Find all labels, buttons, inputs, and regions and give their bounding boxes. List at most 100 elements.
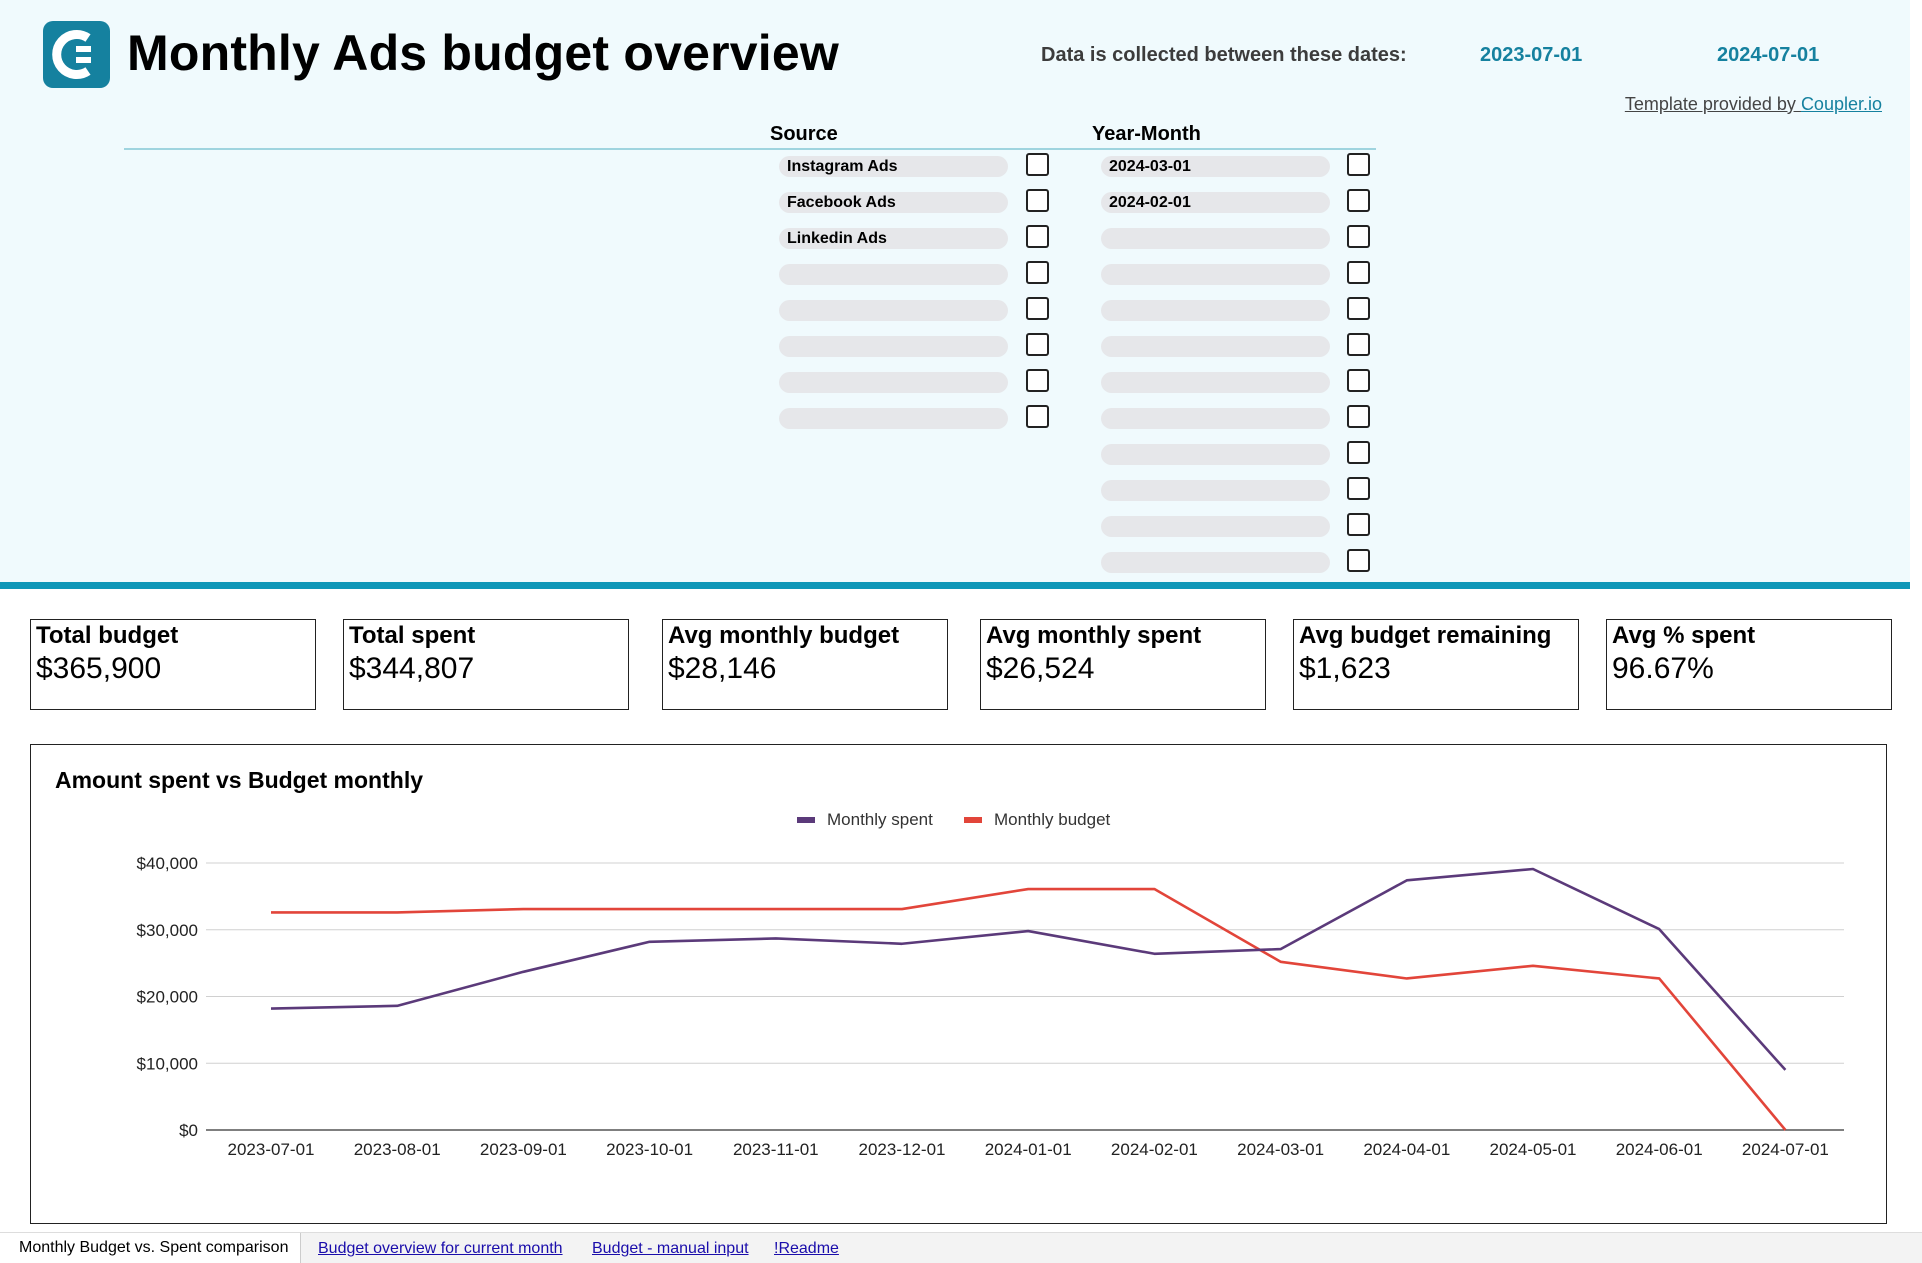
template-credit: Template provided by Coupler.io [1625, 94, 1882, 115]
x-tick-label: 2024-04-01 [1363, 1140, 1450, 1159]
source-filter-option[interactable]: Instagram Ads [779, 156, 1008, 177]
date-end[interactable]: 2024-07-01 [1717, 44, 1820, 66]
tab-budget-overview-current-month[interactable]: Budget overview for current month [318, 1240, 563, 1257]
monthly-budget-line [271, 887, 1787, 1131]
x-tick-label: 2024-06-01 [1616, 1140, 1703, 1159]
x-tick-label: 2023-12-01 [859, 1140, 946, 1159]
dates-label: Data is collected between these dates: [1041, 44, 1407, 66]
filter-header-panel [0, 0, 1910, 583]
metric-card: Avg budget remaining $1,623 [1293, 619, 1579, 710]
x-tick-label: 2024-01-01 [985, 1140, 1072, 1159]
x-tick-label: 2024-05-01 [1490, 1140, 1577, 1159]
y-tick-label: $20,000 [137, 988, 198, 1007]
source-filter-checkbox[interactable] [1026, 225, 1049, 248]
metric-label: Avg monthly spent [986, 622, 1202, 649]
legend-label-monthly-budget: Monthly budget [994, 810, 1111, 829]
year-month-filter-header: Year-Month [1092, 123, 1201, 145]
y-tick-label: $40,000 [137, 854, 198, 873]
metric-value: $28,146 [668, 652, 777, 685]
source-filter-option[interactable] [779, 408, 1008, 429]
source-filter-option[interactable]: Facebook Ads [779, 192, 1008, 213]
metric-label: Avg budget remaining [1299, 622, 1552, 649]
x-tick-label: 2023-09-01 [480, 1140, 567, 1159]
year-month-filter-checkbox[interactable] [1347, 261, 1370, 284]
year-month-filter-checkbox[interactable] [1347, 225, 1370, 248]
tab-budget-manual-input[interactable]: Budget - manual input [592, 1240, 749, 1257]
year-month-filter-option[interactable] [1101, 408, 1330, 429]
metric-value: $344,807 [349, 652, 475, 685]
monthly-spent-line [270, 867, 1787, 1071]
source-filter-checkbox[interactable] [1026, 189, 1049, 212]
date-start[interactable]: 2023-07-01 [1480, 44, 1583, 66]
metric-card: Total budget $365,900 [30, 619, 316, 710]
year-month-filter-option[interactable]: 2024-02-01 [1101, 192, 1330, 213]
year-month-filter-checkbox[interactable] [1347, 297, 1370, 320]
y-tick-label: $30,000 [137, 921, 198, 940]
source-filter-option[interactable] [779, 372, 1008, 393]
source-filter-checkbox[interactable] [1026, 297, 1049, 320]
page-title: Monthly Ads budget overview [127, 25, 839, 81]
legend-swatch-monthly-spent [797, 817, 815, 823]
year-month-filter-checkbox[interactable] [1347, 405, 1370, 428]
year-month-filter-option[interactable] [1101, 444, 1330, 465]
source-filter-checkbox[interactable] [1026, 261, 1049, 284]
x-tick-label: 2023-08-01 [354, 1140, 441, 1159]
source-filter-header: Source [770, 123, 838, 145]
source-filter-checkbox[interactable] [1026, 153, 1049, 176]
metric-card: Total spent $344,807 [343, 619, 629, 710]
source-filter-checkbox[interactable] [1026, 405, 1049, 428]
year-month-filter-option[interactable] [1101, 552, 1330, 573]
source-filter-option[interactable] [779, 336, 1008, 357]
y-tick-label: $10,000 [137, 1054, 198, 1073]
header-divider [0, 582, 1910, 589]
year-month-filter-option[interactable] [1101, 228, 1330, 249]
year-month-filter-checkbox[interactable] [1347, 189, 1370, 212]
sheet-tab-bar: Monthly Budget vs. Spent comparison Budg… [0, 1232, 1922, 1263]
year-month-filter-checkbox[interactable] [1347, 369, 1370, 392]
year-month-filter-option[interactable] [1101, 300, 1330, 321]
year-month-filter-checkbox[interactable] [1347, 441, 1370, 464]
x-tick-label: 2023-10-01 [606, 1140, 693, 1159]
source-filter-checkbox[interactable] [1026, 333, 1049, 356]
spent-vs-budget-chart: Amount spent vs Budget monthly $0 $10,000… [30, 744, 1887, 1224]
year-month-filter-option[interactable] [1101, 372, 1330, 393]
year-month-filter-option[interactable] [1101, 516, 1330, 537]
tab-readme[interactable]: !Readme [774, 1240, 839, 1257]
metric-value: 96.67% [1612, 652, 1714, 685]
source-filter-option[interactable] [779, 264, 1008, 285]
year-month-filter-option[interactable] [1101, 264, 1330, 285]
x-tick-label: 2023-11-01 [733, 1140, 819, 1159]
year-month-filter-option[interactable] [1101, 336, 1330, 357]
chart-title: Amount spent vs Budget monthly [55, 767, 423, 793]
source-filter-option[interactable]: Linkedin Ads [779, 228, 1008, 249]
tab-monthly-budget-vs-spent[interactable]: Monthly Budget vs. Spent comparison [0, 1233, 302, 1263]
year-month-filter-checkbox[interactable] [1347, 477, 1370, 500]
metric-card: Avg monthly budget $28,146 [662, 619, 948, 710]
metric-label: Avg % spent [1612, 622, 1756, 649]
year-month-filter-option[interactable] [1101, 480, 1330, 501]
coupler-link[interactable]: Coupler.io [1800, 94, 1882, 114]
template-credit-text: Template provided by [1624, 94, 1801, 114]
year-month-filter-option[interactable]: 2024-03-01 [1101, 156, 1330, 177]
x-tick-label: 2024-03-01 [1237, 1140, 1324, 1159]
filter-divider [124, 148, 1376, 150]
metric-card: Avg % spent 96.67% [1606, 619, 1892, 710]
year-month-filter-checkbox[interactable] [1347, 549, 1370, 572]
metric-value: $365,900 [36, 652, 162, 685]
legend-swatch-monthly-budget [964, 817, 982, 823]
metric-label: Avg monthly budget [668, 622, 900, 649]
year-month-filter-checkbox[interactable] [1347, 333, 1370, 356]
x-tick-label: 2024-02-01 [1111, 1140, 1198, 1159]
x-tick-label: 2023-07-01 [228, 1140, 315, 1159]
source-filter-checkbox[interactable] [1026, 369, 1049, 392]
metric-label: Total spent [349, 622, 476, 649]
year-month-filter-checkbox[interactable] [1347, 153, 1370, 176]
metric-card: Avg monthly spent $26,524 [980, 619, 1266, 710]
metric-value: $1,623 [1299, 652, 1391, 685]
year-month-filter-checkbox[interactable] [1347, 513, 1370, 536]
metric-label: Total budget [36, 622, 179, 649]
metric-value: $26,524 [986, 652, 1095, 685]
y-tick-label: $0 [179, 1121, 198, 1140]
source-filter-option[interactable] [779, 300, 1008, 321]
x-tick-label: 2024-07-01 [1742, 1140, 1829, 1159]
